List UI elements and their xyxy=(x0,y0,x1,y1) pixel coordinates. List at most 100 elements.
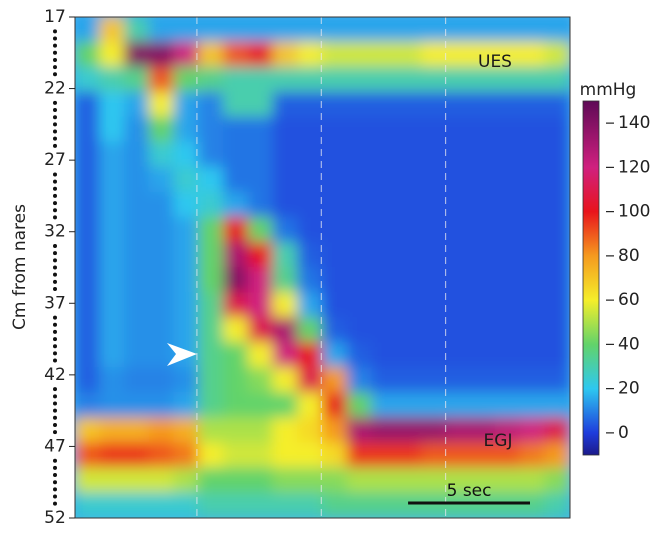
heat-cell xyxy=(75,41,101,68)
heat-cell xyxy=(148,91,175,118)
heat-cell xyxy=(75,317,101,344)
colorbar-tick-label: 0 xyxy=(618,423,629,443)
heat-cell xyxy=(520,66,546,93)
colorbar-tick-label: 120 xyxy=(618,157,650,177)
sensor-dot xyxy=(53,387,57,392)
sensor-dot xyxy=(53,193,57,198)
heat-cell xyxy=(297,216,323,243)
heat-cell xyxy=(421,317,447,344)
sensor-dot xyxy=(53,172,57,177)
heat-cell xyxy=(544,342,570,369)
heat-cell xyxy=(445,141,472,168)
sensor-dot xyxy=(53,337,57,342)
heat-cell xyxy=(173,191,200,218)
heat-cell xyxy=(297,442,323,469)
heat-cell xyxy=(272,442,299,469)
heat-cell xyxy=(396,41,422,68)
heat-cell xyxy=(223,342,249,369)
annotation: UES xyxy=(478,52,512,72)
heat-cell xyxy=(371,41,398,68)
heat-cell xyxy=(495,467,521,494)
heat-cell xyxy=(544,367,570,394)
heat-cell xyxy=(124,116,150,143)
heat-cell xyxy=(371,116,398,143)
heat-cell xyxy=(124,317,150,344)
heatmap-cells xyxy=(75,17,570,518)
heat-cell xyxy=(247,166,274,193)
heat-cell xyxy=(544,492,570,518)
heat-cell xyxy=(421,417,447,444)
heat-cell xyxy=(75,367,101,394)
sensor-dot xyxy=(53,473,57,478)
sensor-dot xyxy=(53,208,57,213)
heat-cell xyxy=(297,17,323,43)
heat-cell xyxy=(272,17,299,43)
heat-cell xyxy=(495,241,521,268)
heat-cell xyxy=(272,317,299,344)
heat-cell xyxy=(148,292,175,319)
heat-cell xyxy=(124,17,150,43)
heat-cell xyxy=(520,442,546,469)
heat-cell xyxy=(198,267,224,294)
heat-cell xyxy=(445,91,472,118)
heat-cell xyxy=(272,492,299,518)
heat-cell xyxy=(247,91,274,118)
heat-cell xyxy=(148,392,175,419)
heat-cell xyxy=(346,216,373,243)
heat-cell xyxy=(297,116,323,143)
heat-cell xyxy=(75,66,101,93)
sensor-dot xyxy=(53,322,57,327)
heat-cell xyxy=(99,342,125,369)
heat-cell xyxy=(148,41,175,68)
y-tick-label: 27 xyxy=(44,150,66,170)
heat-cell xyxy=(396,17,422,43)
sensor-dot xyxy=(53,244,57,249)
plot-frame xyxy=(74,16,571,519)
heat-cell xyxy=(371,66,398,93)
y-axis-label: Cm from nares xyxy=(10,204,30,330)
heat-cell xyxy=(272,216,299,243)
heat-cell xyxy=(544,392,570,419)
heat-cell xyxy=(445,116,472,143)
heat-cell xyxy=(396,467,422,494)
heat-cell xyxy=(421,342,447,369)
heat-cell xyxy=(148,367,175,394)
heat-cell xyxy=(421,392,447,419)
heat-cell xyxy=(495,91,521,118)
heat-cell xyxy=(148,66,175,93)
sensor-dot xyxy=(53,258,57,263)
heat-cell xyxy=(396,442,422,469)
heat-cell xyxy=(346,267,373,294)
heat-cell xyxy=(470,141,497,168)
heat-cell xyxy=(445,342,472,369)
sensor-dot xyxy=(53,265,57,270)
heat-cell xyxy=(148,166,175,193)
heat-cell xyxy=(346,442,373,469)
heat-cell xyxy=(346,292,373,319)
heat-cell xyxy=(346,367,373,394)
heat-cell xyxy=(544,41,570,68)
heat-cell xyxy=(75,467,101,494)
heat-cell xyxy=(75,267,101,294)
sensor-dot xyxy=(53,215,57,220)
heat-cell xyxy=(322,241,348,268)
heat-cell xyxy=(198,216,224,243)
heat-cell xyxy=(223,417,249,444)
heat-cell xyxy=(495,66,521,93)
heat-cell xyxy=(421,492,447,518)
heat-cell xyxy=(495,216,521,243)
heat-cell xyxy=(124,216,150,243)
heat-cell xyxy=(544,17,570,43)
heat-cell xyxy=(223,367,249,394)
heat-cell xyxy=(124,241,150,268)
heat-cell xyxy=(470,417,497,444)
heat-cell xyxy=(322,191,348,218)
heat-cell xyxy=(396,342,422,369)
heat-cell xyxy=(173,141,200,168)
heat-cell xyxy=(520,392,546,419)
heat-cell xyxy=(99,216,125,243)
heat-cell xyxy=(173,267,200,294)
heat-cell xyxy=(396,417,422,444)
heat-cell xyxy=(198,342,224,369)
heat-cell xyxy=(99,41,125,68)
